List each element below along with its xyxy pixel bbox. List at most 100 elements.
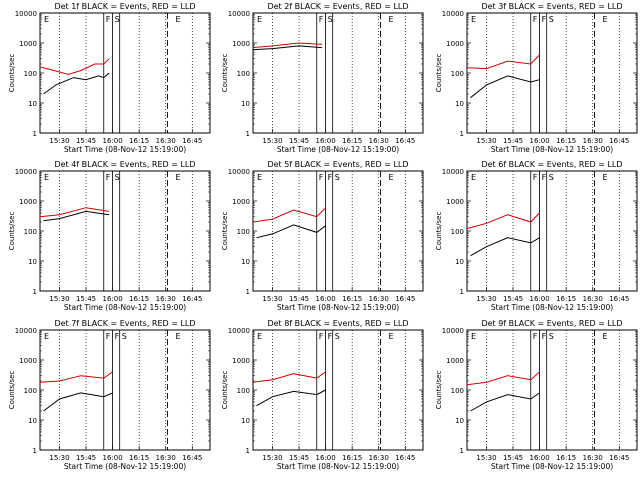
x-tick-label: 16:15 — [556, 137, 576, 145]
y-tick-label: 1 — [460, 447, 464, 455]
x-tick-label: 16:15 — [556, 454, 576, 462]
series-line — [466, 212, 540, 230]
chart-title: Det 6f BLACK = Events, RED = LLD — [481, 160, 622, 169]
event-annotation: F — [106, 173, 111, 182]
y-tick-label: 10 — [455, 417, 464, 425]
chart-title: Det 9f BLACK = Events, RED = LLD — [481, 319, 622, 328]
x-tick-label: 16:30 — [156, 454, 176, 462]
x-tick-label: 16:30 — [583, 295, 603, 303]
event-annotation: E — [603, 173, 608, 182]
x-tick-label: 16:45 — [395, 454, 415, 462]
series-line — [466, 371, 540, 386]
series-line — [470, 237, 540, 257]
plot-frame — [466, 12, 638, 134]
y-tick-label: 100 — [237, 387, 250, 395]
series-line — [252, 207, 326, 223]
x-axis-label: Start Time (08-Nov-12 15:19:00) — [491, 462, 613, 471]
y-tick-label: 1000 — [446, 357, 464, 365]
y-axis-label: Counts/sec — [435, 212, 443, 251]
x-tick-label: 15:45 — [289, 137, 309, 145]
x-tick-label: 16:15 — [342, 454, 362, 462]
x-tick-label: 16:45 — [395, 137, 415, 145]
y-tick-label: 1000 — [232, 198, 250, 206]
y-tick-label: 1000 — [446, 198, 464, 206]
x-tick-label: 16:15 — [129, 454, 149, 462]
event-annotation: F — [542, 332, 547, 341]
chart-title: Det 5f BLACK = Events, RED = LLD — [267, 160, 408, 169]
event-annotation: F — [319, 332, 324, 341]
x-tick-label: 16:00 — [316, 454, 336, 462]
event-annotation: F — [542, 173, 547, 182]
event-annotation: E — [44, 15, 49, 24]
x-tick-label: 16:45 — [395, 295, 415, 303]
y-tick-label: 1000 — [446, 40, 464, 48]
y-axis-label: Counts/sec — [8, 54, 16, 93]
y-tick-label: 1000 — [19, 198, 37, 206]
event-annotation: S — [335, 173, 340, 182]
x-axis-label: Start Time (08-Nov-12 15:19:00) — [491, 303, 613, 312]
event-annotation: F — [328, 332, 333, 341]
y-tick-label: 10000 — [442, 10, 464, 18]
y-axis-label: Counts/sec — [8, 371, 16, 410]
y-tick-label: 10000 — [442, 168, 464, 176]
series-line — [43, 392, 113, 412]
y-tick-label: 10000 — [228, 168, 250, 176]
series-line — [43, 72, 110, 95]
x-tick-label: 16:15 — [129, 295, 149, 303]
y-tick-label: 10 — [241, 417, 250, 425]
y-tick-label: 1 — [246, 130, 250, 138]
y-tick-label: 100 — [237, 228, 250, 236]
y-tick-label: 10 — [241, 100, 250, 108]
chart-title: Det 8f BLACK = Events, RED = LLD — [267, 319, 408, 328]
y-axis-label: Counts/sec — [221, 54, 229, 93]
x-tick-label: 15:30 — [262, 295, 282, 303]
chart-panel: Det 2f BLACK = Events, RED = LLD E F S E 1 10 1… — [221, 2, 424, 154]
y-tick-label: 1 — [246, 288, 250, 296]
event-annotation: S — [115, 173, 120, 182]
event-annotation: E — [257, 173, 262, 182]
y-axis-label: Counts/sec — [221, 212, 229, 251]
x-tick-label: 16:30 — [156, 295, 176, 303]
event-annotation: E — [176, 332, 181, 341]
x-tick-label: 15:45 — [503, 295, 523, 303]
x-tick-label: 16:45 — [609, 454, 629, 462]
y-tick-label: 1000 — [19, 40, 37, 48]
event-annotation: E — [257, 15, 262, 24]
event-annotation: F — [115, 332, 120, 341]
y-tick-label: 1 — [460, 130, 464, 138]
event-annotation: E — [471, 173, 476, 182]
x-axis-label: Start Time (08-Nov-12 15:19:00) — [491, 145, 613, 154]
y-tick-label: 100 — [451, 70, 464, 78]
x-axis-label: Start Time (08-Nov-12 15:19:00) — [277, 145, 399, 154]
x-axis-label: Start Time (08-Nov-12 15:19:00) — [64, 462, 186, 471]
chart-title: Det 3f BLACK = Events, RED = LLD — [481, 2, 622, 11]
x-tick-label: 15:45 — [289, 295, 309, 303]
x-tick-label: 16:15 — [556, 295, 576, 303]
y-axis-label: Counts/sec — [435, 371, 443, 410]
x-tick-label: 15:45 — [503, 454, 523, 462]
x-axis-label: Start Time (08-Nov-12 15:19:00) — [64, 303, 186, 312]
event-annotation: S — [549, 15, 554, 24]
x-tick-label: 15:45 — [289, 454, 309, 462]
chart-title: Det 1f BLACK = Events, RED = LLD — [54, 2, 195, 11]
series-line — [252, 42, 323, 49]
y-tick-label: 10 — [455, 258, 464, 266]
x-axis-label: Start Time (08-Nov-12 15:19:00) — [277, 303, 399, 312]
series-line — [39, 207, 110, 218]
x-tick-label: 16:45 — [182, 295, 202, 303]
y-tick-label: 10000 — [442, 327, 464, 335]
event-annotation: F — [533, 15, 538, 24]
chart-title: Det 7f BLACK = Events, RED = LLD — [54, 319, 195, 328]
y-tick-label: 10 — [455, 100, 464, 108]
x-tick-label: 16:15 — [342, 295, 362, 303]
series-line — [252, 45, 323, 51]
x-tick-label: 16:00 — [530, 454, 550, 462]
chart-title: Det 2f BLACK = Events, RED = LLD — [267, 2, 408, 11]
event-annotation: E — [603, 332, 608, 341]
plot-frame — [39, 329, 211, 451]
event-annotation: E — [471, 15, 476, 24]
